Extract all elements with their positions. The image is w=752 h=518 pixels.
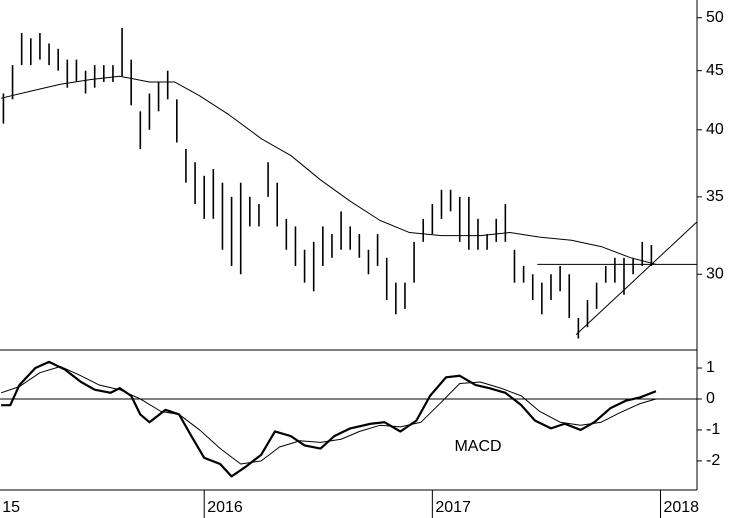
y-tick-label: 0 — [706, 390, 715, 407]
y-tick-label: 35 — [706, 188, 724, 205]
x-tick-label: 2017 — [435, 499, 471, 516]
y-tick-label: -1 — [706, 421, 720, 438]
x-tick-label: 2018 — [663, 499, 699, 516]
x-tick-label: 2016 — [207, 499, 243, 516]
macd-line — [0, 365, 657, 465]
annotation: MACD — [454, 438, 501, 455]
y-tick-label: 1 — [706, 359, 715, 376]
y-tick-label: 40 — [706, 121, 724, 138]
y-tick-label: 45 — [706, 62, 724, 79]
y-tick-label: 50 — [706, 9, 724, 26]
trend-line — [575, 221, 698, 336]
y-tick-label: 30 — [706, 265, 724, 282]
x-tick-label: 15 — [2, 499, 20, 516]
y-tick-label: -2 — [706, 452, 720, 469]
moving-average — [1, 75, 657, 265]
macd-line — [1, 360, 657, 478]
